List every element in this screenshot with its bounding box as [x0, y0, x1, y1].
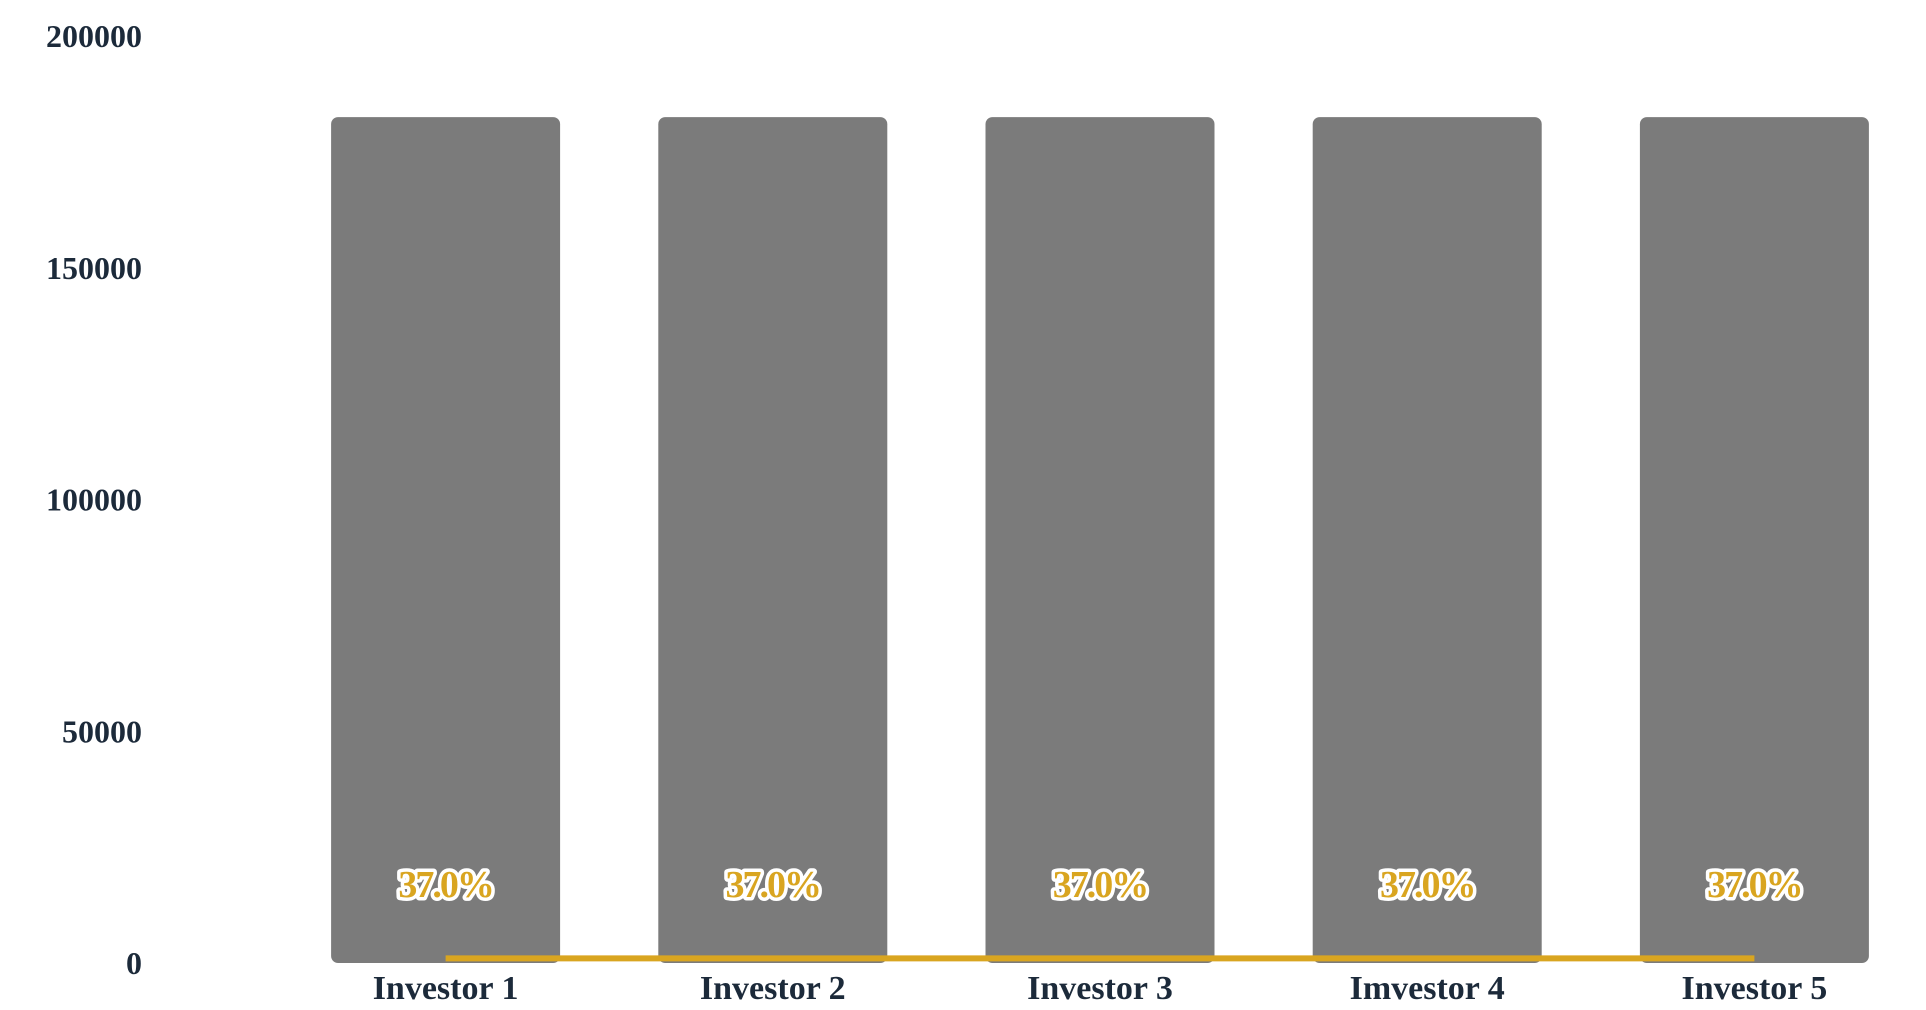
y-tick-label: 0: [126, 945, 142, 981]
y-tick-label: 150000: [46, 250, 142, 286]
bars: [331, 117, 1869, 964]
data-label: 37.0%: [398, 864, 493, 906]
bar: [658, 117, 888, 964]
y-tick-label: 200000: [46, 18, 142, 54]
x-tick-label: Imvestor 4: [1350, 970, 1505, 1007]
y-tick-label: 50000: [62, 713, 142, 749]
bar: [985, 117, 1215, 964]
bar: [1312, 117, 1542, 964]
x-axis: Investor 1 Investor 2 Investor 3 Imvestor 4…: [373, 970, 1828, 1007]
y-tick-label: 100000: [46, 482, 142, 518]
data-label: 37.0%: [1380, 864, 1475, 906]
data-labels: 37.0% 37.0% 37.0% 37.0% 37.0%: [395, 861, 1807, 910]
x-tick-label: Investor 3: [1027, 970, 1173, 1007]
x-tick-label: Investor 2: [700, 970, 846, 1007]
x-tick-label: Investor 1: [373, 970, 519, 1007]
data-label: 37.0%: [726, 864, 821, 906]
data-label: 37.0%: [1053, 864, 1148, 906]
bar: [1639, 117, 1869, 964]
y-axis: 0 50000 100000 150000 200000: [46, 18, 142, 981]
data-label: 37.0%: [1707, 864, 1802, 906]
x-tick-label: Investor 5: [1682, 970, 1828, 1007]
bar: [331, 117, 561, 964]
